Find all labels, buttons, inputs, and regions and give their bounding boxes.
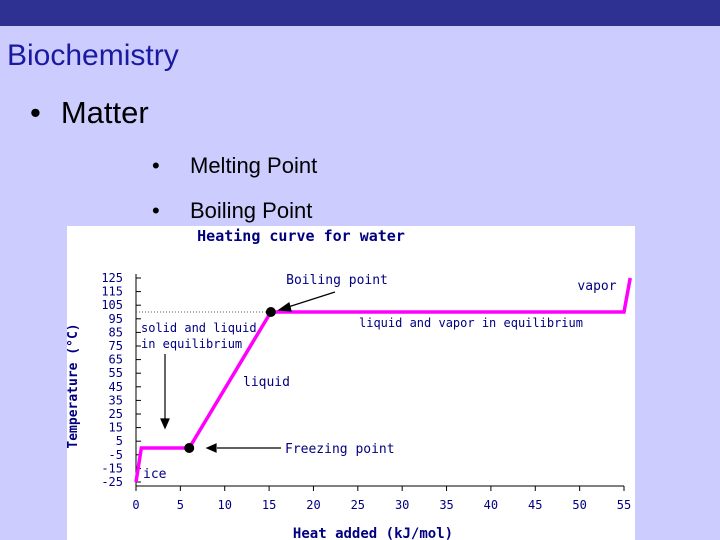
bullet-text: Melting Point bbox=[190, 153, 318, 178]
y-tick-label: -15 bbox=[101, 461, 123, 475]
x-tick-label: 45 bbox=[528, 498, 542, 512]
annotation-liquid: liquid bbox=[243, 375, 290, 390]
bullet-matter: • Matter bbox=[30, 94, 149, 132]
y-tick-label: 5 bbox=[116, 434, 123, 448]
y-tick-label: -25 bbox=[101, 475, 123, 489]
annotation-solid-liquid-2: in equilibrium bbox=[141, 337, 242, 351]
bullet-dot: • bbox=[30, 95, 41, 130]
bullet-dot: • bbox=[152, 153, 160, 178]
chart-svg: Heating curve for water Temperature (°C)… bbox=[67, 227, 632, 540]
boiling-point-arrow bbox=[284, 291, 336, 309]
y-tick-label: 65 bbox=[109, 353, 123, 367]
x-tick-label: 35 bbox=[439, 498, 453, 512]
bullet-boiling-point: • Boiling Point bbox=[152, 197, 312, 225]
solid-liquid-arrowhead bbox=[160, 418, 170, 430]
y-tick-label: 75 bbox=[109, 339, 123, 353]
x-tick-label: 40 bbox=[484, 498, 498, 512]
y-tick-label: 35 bbox=[109, 393, 123, 407]
y-axis-label: Temperature (°C) bbox=[67, 323, 81, 448]
y-tick-label: 45 bbox=[109, 380, 123, 394]
heating-curve-line bbox=[134, 277, 632, 483]
bullet-melting-point: • Melting Point bbox=[152, 152, 317, 180]
annotation-freezing-point: Freezing point bbox=[285, 442, 395, 457]
y-tick-label: 15 bbox=[109, 421, 123, 435]
bullet-text: Boiling Point bbox=[190, 198, 313, 223]
x-tick-label: 15 bbox=[262, 498, 276, 512]
slide-title: Biochemistry bbox=[7, 39, 179, 72]
x-axis-label: Heat added (kJ/mol) bbox=[293, 526, 453, 540]
x-tick-label: 0 bbox=[132, 498, 139, 512]
bullet-dot: • bbox=[152, 198, 160, 223]
annotation-boiling-point: Boiling point bbox=[286, 273, 388, 288]
y-tick-label: -5 bbox=[109, 448, 123, 462]
x-tick-label: 50 bbox=[572, 498, 586, 512]
phase-point bbox=[184, 443, 195, 453]
annotation-liquid-vapor: liquid and vapor in equilibrium bbox=[359, 316, 583, 330]
x-tick-label: 20 bbox=[306, 498, 320, 512]
x-tick-label: 25 bbox=[351, 498, 365, 512]
boiling-point-arrowhead bbox=[277, 302, 292, 312]
bullet-text: Matter bbox=[60, 95, 149, 130]
y-tick-label: 115 bbox=[101, 285, 123, 299]
y-tick-label: 105 bbox=[101, 298, 123, 312]
annotation-solid-liquid: solid and liquid bbox=[141, 321, 257, 335]
x-tick-label: 5 bbox=[177, 498, 184, 512]
annotation-vapor: vapor bbox=[577, 279, 616, 294]
top-bar bbox=[0, 0, 720, 26]
y-tick-label: 55 bbox=[109, 366, 123, 380]
chart-title: Heating curve for water bbox=[197, 227, 405, 245]
y-tick-label: 125 bbox=[101, 271, 123, 285]
heating-curve-chart: Heating curve for water Temperature (°C)… bbox=[67, 226, 635, 540]
phase-point bbox=[265, 307, 276, 317]
annotation-ice: ice bbox=[143, 467, 167, 482]
freezing-point-arrowhead bbox=[205, 443, 217, 453]
x-tick-label: 10 bbox=[218, 498, 232, 512]
y-tick-label: 25 bbox=[109, 407, 123, 421]
x-tick-label: 30 bbox=[395, 498, 409, 512]
y-tick-label: 85 bbox=[109, 325, 123, 339]
x-tick-label: 55 bbox=[617, 498, 631, 512]
y-tick-label: 95 bbox=[109, 312, 123, 326]
